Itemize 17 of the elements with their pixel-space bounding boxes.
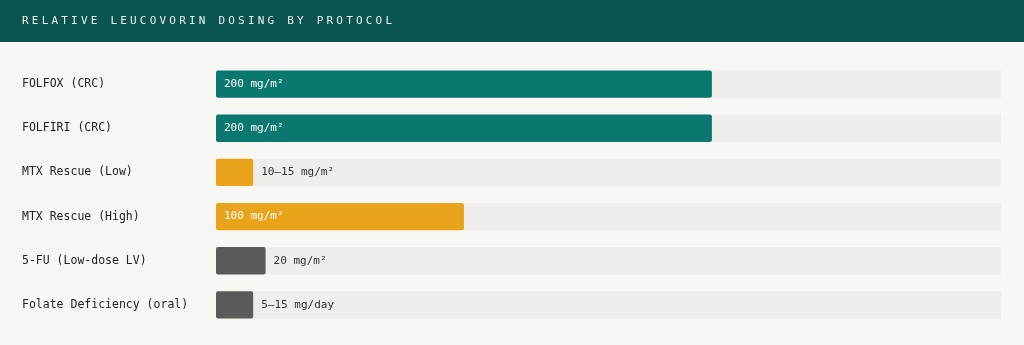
y-tick-label: Folate Deficiency (oral) [22,296,189,311]
data-label: 20 mg/m² [273,253,327,267]
y-tick-label: MTX Rescue (High) [22,208,140,223]
y-tick-label: MTX Rescue (Low) [22,164,133,179]
y-tick-label: FOLFIRI (CRC) [22,120,113,135]
y-tick-label: FOLFOX (CRC) [22,76,106,91]
bar [216,158,254,187]
bar [216,291,254,319]
data-label: 5–15 mg/day [261,297,335,311]
bar [216,202,464,231]
data-label: 200 mg/m² [224,121,284,135]
chart-title: RELATIVE LEUCOVORIN DOSING BY PROTOCOL [0,0,1024,42]
data-label: 100 mg/m² [224,209,284,223]
y-tick-label: 5-FU (Low-dose LV) [22,252,147,267]
data-label: 10–15 mg/m² [261,165,335,179]
data-label: 200 mg/m² [224,76,284,90]
bar [216,247,266,275]
